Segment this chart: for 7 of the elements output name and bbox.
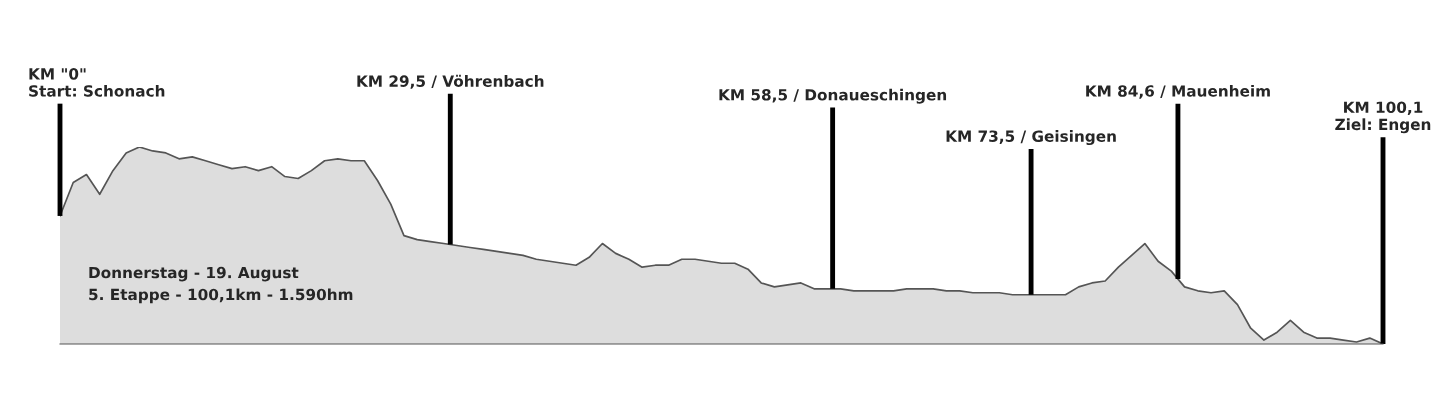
text: KM 100,1 Ziel: Engen xyxy=(1335,101,1431,134)
text: KM "0" Start: Schonach xyxy=(29,68,165,97)
text: KM 29,5 / Vöhrenbach xyxy=(357,74,544,89)
text: KM 84,6 / Mauenheim xyxy=(1086,84,1270,99)
text: KM 58,5 / Donaueschingen xyxy=(719,88,947,104)
text: KM 73,5 / Geisingen xyxy=(946,130,1116,146)
annotation: Donnerstag - 19. August 5. Etappe - 100,1km - 1.590hm xyxy=(89,266,353,304)
